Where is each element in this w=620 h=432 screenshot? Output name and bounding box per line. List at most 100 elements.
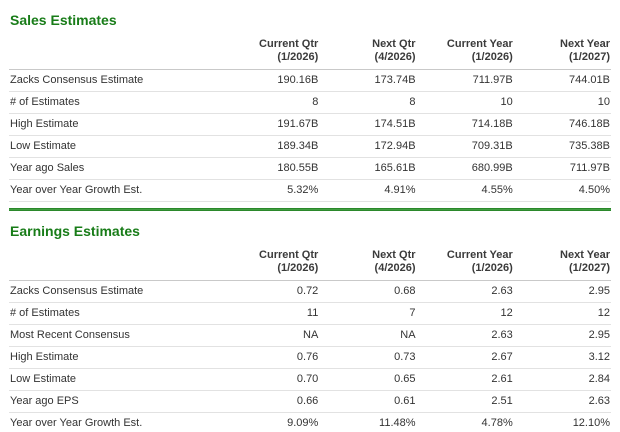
cell-value: 2.63 bbox=[513, 390, 611, 413]
cell-value: 2.51 bbox=[416, 390, 514, 413]
cell-value: 2.67 bbox=[416, 346, 514, 369]
cell-value: 172.94B bbox=[319, 135, 417, 158]
cell-value: NA bbox=[319, 324, 417, 347]
column-header-period: (1/2026) bbox=[471, 51, 513, 63]
cell-value: 12 bbox=[513, 302, 611, 325]
section-title: Sales Estimates bbox=[10, 12, 117, 28]
table-row: Year over Year Growth Est. 5.32% 4.91% 4.55… bbox=[9, 179, 611, 202]
column-header-label: Current Qtr bbox=[259, 249, 319, 261]
cell-value: 10 bbox=[513, 91, 611, 114]
table-row: Low Estimate 0.70 0.65 2.61 2.84 bbox=[9, 368, 611, 391]
cell-value: 4.91% bbox=[319, 179, 417, 202]
column-header-label: Next Qtr bbox=[372, 249, 416, 261]
cell-value: 173.74B bbox=[319, 69, 417, 92]
cell-value: 180.55B bbox=[222, 157, 320, 180]
table-row: Year ago Sales 180.55B 165.61B 680.99B 711.9… bbox=[9, 157, 611, 180]
column-header-period: (1/2026) bbox=[277, 262, 319, 274]
row-label: Year over Year Growth Est. bbox=[9, 412, 223, 432]
table-row: # of Estimates 8 8 10 10 bbox=[9, 91, 611, 114]
table-body: Zacks Consensus Estimate 190.16B 173.74B 71… bbox=[9, 69, 611, 202]
column-header: Next Qtr (4/2026) bbox=[319, 248, 417, 281]
table-row: Year ago EPS 0.66 0.61 2.51 2.63 bbox=[9, 390, 611, 413]
cell-value: 4.55% bbox=[416, 179, 514, 202]
cell-value: 0.72 bbox=[222, 280, 320, 303]
column-header: Next Qtr (4/2026) bbox=[319, 37, 417, 70]
cell-value: 746.18B bbox=[513, 113, 611, 136]
cell-value: 0.76 bbox=[222, 346, 320, 369]
cell-value: 709.31B bbox=[416, 135, 514, 158]
column-header: Next Year (1/2027) bbox=[513, 248, 611, 281]
cell-value: 2.63 bbox=[416, 324, 514, 347]
row-label: Zacks Consensus Estimate bbox=[9, 280, 223, 303]
column-header-label: Next Year bbox=[560, 249, 610, 261]
cell-value: 714.18B bbox=[416, 113, 514, 136]
column-header: Next Year (1/2027) bbox=[513, 37, 611, 70]
column-header: Current Qtr (1/2026) bbox=[222, 37, 320, 70]
header-row: Current Qtr (1/2026) Next Qtr (4/2026) Curre… bbox=[9, 248, 611, 281]
column-header-label: Current Year bbox=[446, 249, 513, 261]
table-row: # of Estimates 11 7 12 12 bbox=[9, 302, 611, 325]
estimates-table: Current Qtr (1/2026) Next Qtr (4/2026) Curre… bbox=[9, 37, 611, 202]
cell-value: NA bbox=[222, 324, 320, 347]
header-row: Current Qtr (1/2026) Next Qtr (4/2026) Curre… bbox=[9, 37, 611, 70]
cell-value: 4.78% bbox=[416, 412, 514, 432]
header-spacer bbox=[9, 37, 223, 70]
row-label: Low Estimate bbox=[9, 135, 223, 158]
column-header-label: Next Qtr bbox=[372, 38, 416, 50]
cell-value: 2.95 bbox=[513, 280, 611, 303]
row-label: Zacks Consensus Estimate bbox=[9, 69, 223, 92]
cell-value: 7 bbox=[319, 302, 417, 325]
estimates-section: Sales Estimates Current Qtr (1/2026) Next … bbox=[9, 0, 611, 211]
cell-value: 10 bbox=[416, 91, 514, 114]
cell-value: 5.32% bbox=[222, 179, 320, 202]
cell-value: 0.65 bbox=[319, 368, 417, 391]
cell-value: 9.09% bbox=[222, 412, 320, 432]
cell-value: 0.66 bbox=[222, 390, 320, 413]
cell-value: 11 bbox=[222, 302, 320, 325]
cell-value: 2.63 bbox=[416, 280, 514, 303]
cell-value: 2.84 bbox=[513, 368, 611, 391]
cell-value: 8 bbox=[319, 91, 417, 114]
table-body: Zacks Consensus Estimate 0.72 0.68 2.63 2.95… bbox=[9, 280, 611, 432]
cell-value: 711.97B bbox=[416, 69, 514, 92]
estimates-section: Earnings Estimates Current Qtr (1/2026) Ne… bbox=[9, 211, 611, 432]
row-label: High Estimate bbox=[9, 346, 223, 369]
estimates-table: Current Qtr (1/2026) Next Qtr (4/2026) Curre… bbox=[9, 248, 611, 432]
table-row: High Estimate 0.76 0.73 2.67 3.12 bbox=[9, 346, 611, 369]
row-label: Year ago EPS bbox=[9, 390, 223, 413]
column-header-period: (4/2026) bbox=[374, 51, 416, 63]
table-row: High Estimate 191.67B 174.51B 714.18B 746.18… bbox=[9, 113, 611, 136]
cell-value: 711.97B bbox=[513, 157, 611, 180]
row-label: High Estimate bbox=[9, 113, 223, 136]
section-title: Earnings Estimates bbox=[10, 223, 140, 239]
sections-container: Sales Estimates Current Qtr (1/2026) Next … bbox=[9, 0, 611, 432]
cell-value: 680.99B bbox=[416, 157, 514, 180]
column-header-period: (1/2026) bbox=[277, 51, 319, 63]
column-header-period: (1/2026) bbox=[471, 262, 513, 274]
cell-value: 191.67B bbox=[222, 113, 320, 136]
cell-value: 0.61 bbox=[319, 390, 417, 413]
column-header-period: (4/2026) bbox=[374, 262, 416, 274]
table-row: Low Estimate 189.34B 172.94B 709.31B 735.38B bbox=[9, 135, 611, 158]
column-header: Current Year (1/2026) bbox=[416, 248, 514, 281]
row-label: Year ago Sales bbox=[9, 157, 223, 180]
cell-value: 3.12 bbox=[513, 346, 611, 369]
cell-value: 165.61B bbox=[319, 157, 417, 180]
row-label: # of Estimates bbox=[9, 302, 223, 325]
header-spacer bbox=[9, 248, 223, 281]
column-header-period: (1/2027) bbox=[569, 51, 610, 63]
cell-value: 174.51B bbox=[319, 113, 417, 136]
table-row: Year over Year Growth Est. 9.09% 11.48% 4.7… bbox=[9, 412, 611, 432]
cell-value: 744.01B bbox=[513, 69, 611, 92]
column-header: Current Year (1/2026) bbox=[416, 37, 514, 70]
column-header-label: Next Year bbox=[560, 38, 610, 50]
row-label: Year over Year Growth Est. bbox=[9, 179, 223, 202]
cell-value: 4.50% bbox=[513, 179, 611, 202]
cell-value: 735.38B bbox=[513, 135, 611, 158]
cell-value: 0.68 bbox=[319, 280, 417, 303]
table-row: Zacks Consensus Estimate 0.72 0.68 2.63 2.95 bbox=[9, 280, 611, 303]
row-label: Low Estimate bbox=[9, 368, 223, 391]
cell-value: 0.73 bbox=[319, 346, 417, 369]
column-header-label: Current Year bbox=[446, 38, 513, 50]
